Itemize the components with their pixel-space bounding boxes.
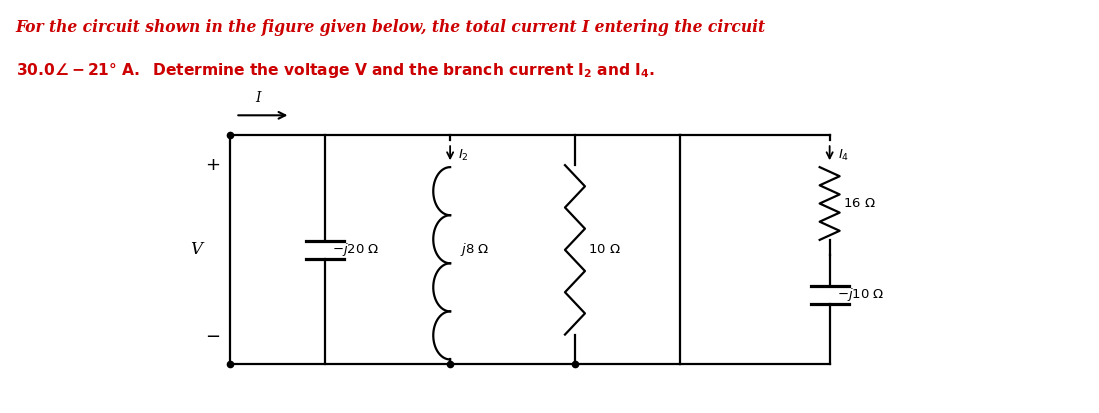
Text: $-j10\ \Omega$: $-j10\ \Omega$ [836, 286, 885, 303]
Text: $\mathbf{30.0\angle-21°\ A.\ \ Determine\ the\ voltage\ V\ and\ the\ branch\ cur: $\mathbf{30.0\angle-21°\ A.\ \ Determine… [15, 62, 654, 81]
Text: $I_2$: $I_2$ [458, 147, 469, 163]
Text: $I_4$: $I_4$ [837, 147, 848, 163]
Text: $j8\ \Omega$: $j8\ \Omega$ [460, 241, 490, 259]
Text: +: + [206, 156, 221, 174]
Text: For the circuit shown in the figure given below, the total current I entering th: For the circuit shown in the figure give… [15, 19, 766, 36]
Text: −: − [206, 328, 221, 346]
Text: V: V [190, 241, 202, 259]
Text: $10\ \Omega$: $10\ \Omega$ [588, 243, 621, 256]
Text: $-j20\ \Omega$: $-j20\ \Omega$ [332, 241, 380, 259]
Text: I: I [256, 91, 262, 105]
Text: $16\ \Omega$: $16\ \Omega$ [843, 197, 876, 210]
